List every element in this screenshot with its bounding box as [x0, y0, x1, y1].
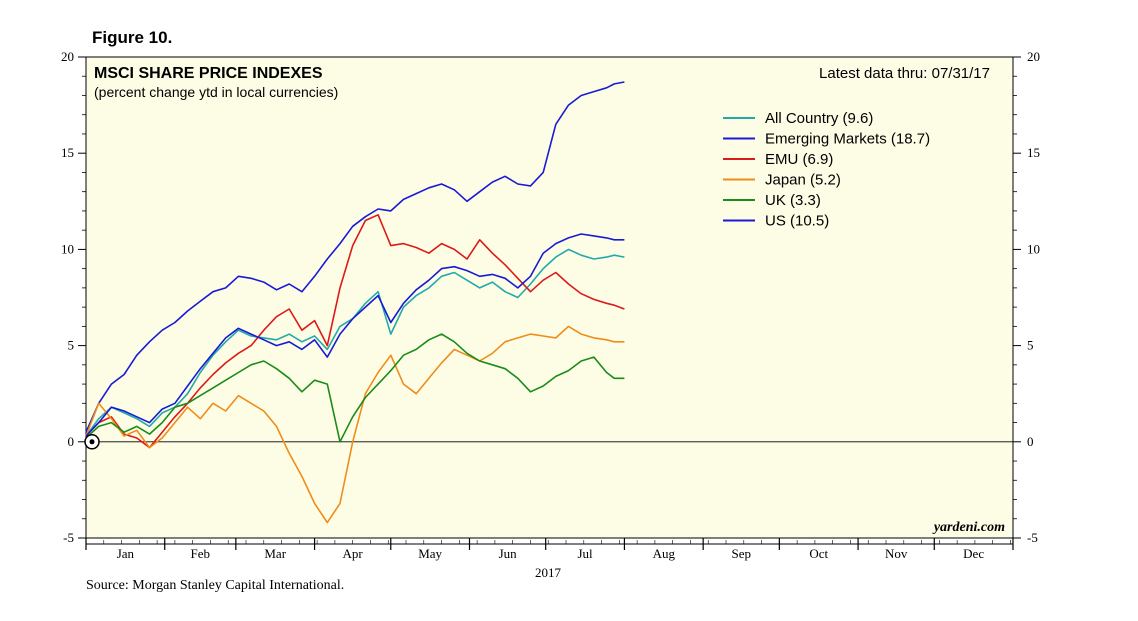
y-tick-label-left: -5: [63, 530, 74, 545]
x-month-label: Aug: [653, 546, 676, 561]
y-tick-label-right: 10: [1027, 241, 1040, 256]
x-month-label: Oct: [809, 546, 828, 561]
y-tick-label-left: 10: [61, 241, 74, 256]
x-month-label: Mar: [264, 546, 286, 561]
y-tick-label-left: 15: [61, 145, 74, 160]
x-month-label: Sep: [731, 546, 751, 561]
legend-label-1: Emerging Markets (18.7): [765, 131, 930, 148]
x-month-label: Dec: [963, 546, 984, 561]
source-note: Source: Morgan Stanley Capital Internati…: [86, 578, 345, 593]
series-line-4: [85, 333, 625, 443]
legend-label-2: EMU (6.9): [765, 151, 833, 168]
x-month-label: Apr: [343, 546, 364, 561]
chart-title: MSCI SHARE PRICE INDEXES: [94, 65, 323, 82]
series-line-0: [85, 248, 625, 437]
y-tick-label-left: 5: [68, 338, 75, 353]
y-tick-label-right: 0: [1027, 434, 1034, 449]
plot-area: [85, 56, 1014, 539]
legend-label-3: Japan (5.2): [765, 172, 841, 189]
year-label: 2017: [535, 565, 562, 580]
x-month-label: Jan: [117, 546, 135, 561]
series-line-5: [85, 233, 625, 437]
legend-label-0: All Country (9.6): [765, 110, 873, 127]
figure-label: Figure 10.: [92, 28, 173, 47]
y-tick-label-left: 0: [68, 434, 75, 449]
series-line-3: [85, 325, 625, 524]
x-month-label: Jun: [499, 546, 518, 561]
x-month-label: Jul: [577, 546, 593, 561]
y-tick-label-right: 5: [1027, 338, 1034, 353]
legend-label-5: US (10.5): [765, 213, 829, 230]
series-line-2: [85, 214, 625, 449]
chart-subtitle: (percent change ytd in local currencies): [94, 84, 338, 100]
x-month-label: May: [418, 546, 442, 561]
latest-data-note: Latest data thru: 07/31/17: [819, 65, 990, 82]
series-line-1: [85, 81, 625, 433]
y-tick-label-left: 20: [61, 49, 74, 64]
y-tick-label-right: 15: [1027, 145, 1040, 160]
y-tick-label-right: 20: [1027, 49, 1040, 64]
x-month-label: Nov: [885, 546, 908, 561]
watermark: yardeni.com: [932, 520, 1005, 535]
y-tick-label-right: -5: [1027, 530, 1038, 545]
x-month-label: Feb: [191, 546, 211, 561]
legend-label-4: UK (3.3): [765, 192, 821, 209]
start-marker-dot: [89, 439, 95, 445]
